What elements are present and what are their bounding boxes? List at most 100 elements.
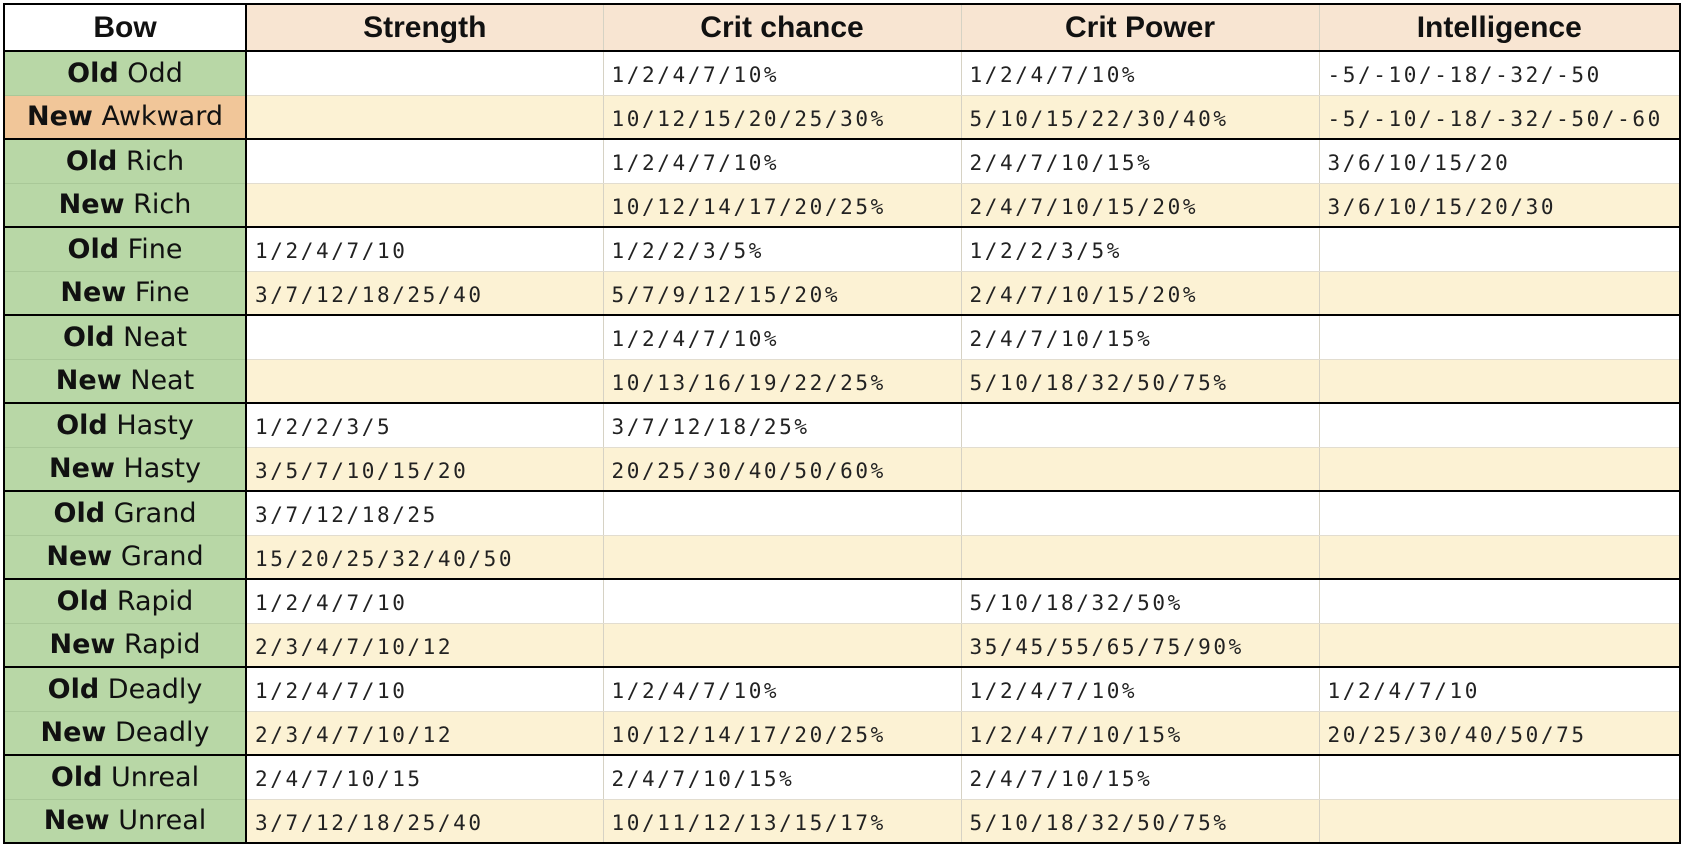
intelligence-cell[interactable] [1318,446,1681,492]
crit-chance-cell[interactable] [602,578,962,624]
crit-chance-cell[interactable]: 1/2/4/7/10% [602,314,962,360]
header-intelligence[interactable]: Intelligence [1318,3,1681,52]
strength-cell[interactable]: 15/20/25/32/40/50 [245,534,604,580]
bow-name-cell[interactable]: Old Neat [3,314,247,360]
crit-chance-cell[interactable]: 5/7/9/12/15/20% [602,270,962,316]
bow-name-cell[interactable]: New Hasty [3,446,247,492]
crit-power-cell[interactable]: 2/4/7/10/15/20% [960,182,1320,228]
crit-chance-cell[interactable]: 2/4/7/10/15% [602,754,962,800]
intelligence-cell[interactable] [1318,622,1681,668]
bow-name-cell[interactable]: New Grand [3,534,247,580]
strength-cell[interactable]: 3/5/7/10/15/20 [245,446,604,492]
crit-power-cell[interactable]: 2/4/7/10/15% [960,754,1320,800]
bow-name-cell[interactable]: New Deadly [3,710,247,756]
strength-cell[interactable]: 2/3/4/7/10/12 [245,710,604,756]
crit-power-cell[interactable]: 1/2/2/3/5% [960,226,1320,272]
intelligence-cell[interactable]: 1/2/4/7/10 [1318,666,1681,712]
bow-name-cell[interactable]: New Rapid [3,622,247,668]
intelligence-cell[interactable] [1318,270,1681,316]
intelligence-cell[interactable] [1318,534,1681,580]
crit-chance-cell[interactable]: 1/2/4/7/10% [602,138,962,184]
intelligence-cell[interactable]: 3/6/10/15/20 [1318,138,1681,184]
crit-chance-cell[interactable]: 10/12/14/17/20/25% [602,710,962,756]
strength-cell[interactable]: 1/2/4/7/10 [245,666,604,712]
strength-cell[interactable]: 1/2/4/7/10 [245,226,604,272]
table-row: New Hasty 3/5/7/10/15/20 20/25/30/40/50/60… [3,446,1681,492]
bow-name-cell[interactable]: Old Fine [3,226,247,272]
crit-power-cell[interactable]: 2/4/7/10/15% [960,138,1320,184]
intelligence-cell[interactable] [1318,226,1681,272]
header-crit-power[interactable]: Crit Power [960,3,1320,52]
intelligence-cell[interactable] [1318,490,1681,536]
crit-chance-cell[interactable]: 10/12/14/17/20/25% [602,182,962,228]
strength-cell[interactable]: 1/2/2/3/5 [245,402,604,448]
crit-power-cell[interactable]: 5/10/18/32/50/75% [960,798,1320,844]
crit-power-cell[interactable]: 1/2/4/7/10% [960,666,1320,712]
bow-name-cell[interactable]: New Fine [3,270,247,316]
crit-chance-cell[interactable]: 20/25/30/40/50/60% [602,446,962,492]
version-tag: New [55,365,122,397]
crit-chance-cell[interactable] [602,622,962,668]
bow-name-cell[interactable]: Old Grand [3,490,247,536]
intelligence-cell[interactable] [1318,754,1681,800]
strength-cell[interactable] [245,314,604,360]
bow-name-cell[interactable]: Old Odd [3,50,247,96]
bow-name-cell[interactable]: Old Rapid [3,578,247,624]
crit-power-cell[interactable]: 2/4/7/10/15% [960,314,1320,360]
crit-power-cell[interactable]: 2/4/7/10/15/20% [960,270,1320,316]
intelligence-cell[interactable]: -5/-10/-18/-32/-50 [1318,50,1681,96]
intelligence-cell[interactable]: 3/6/10/15/20/30 [1318,182,1681,228]
strength-cell[interactable]: 3/7/12/18/25 [245,490,604,536]
strength-cell[interactable]: 2/4/7/10/15 [245,754,604,800]
crit-power-cell[interactable]: 5/10/18/32/50/75% [960,358,1320,404]
crit-power-cell[interactable]: 5/10/15/22/30/40% [960,94,1320,140]
strength-cell[interactable]: 3/7/12/18/25/40 [245,798,604,844]
intelligence-cell[interactable]: -5/-10/-18/-32/-50/-60 [1318,94,1681,140]
intelligence-cell[interactable] [1318,798,1681,844]
crit-power-cell[interactable]: 5/10/18/32/50% [960,578,1320,624]
header-crit-chance[interactable]: Crit chance [602,3,962,52]
crit-power-cell[interactable]: 1/2/4/7/10% [960,50,1320,96]
crit-power-cell[interactable]: 35/45/55/65/75/90% [960,622,1320,668]
strength-cell[interactable] [245,182,604,228]
intelligence-cell[interactable] [1318,402,1681,448]
intelligence-cell[interactable] [1318,314,1681,360]
crit-power-cell[interactable] [960,446,1320,492]
crit-chance-cell[interactable]: 1/2/4/7/10% [602,666,962,712]
strength-cell[interactable] [245,94,604,140]
crit-chance-cell[interactable]: 10/13/16/19/22/25% [602,358,962,404]
bow-name-cell[interactable]: New Unreal [3,798,247,844]
bow-name-cell[interactable]: New Neat [3,358,247,404]
crit-chance-cell[interactable]: 3/7/12/18/25% [602,402,962,448]
strength-cell[interactable] [245,358,604,404]
bow-name-cell[interactable]: Old Unreal [3,754,247,800]
bow-name-cell[interactable]: New Awkward [3,94,247,140]
bow-name-cell[interactable]: Old Rich [3,138,247,184]
strength-cell[interactable]: 1/2/4/7/10 [245,578,604,624]
bow-name-cell[interactable]: Old Hasty [3,402,247,448]
crit-chance-cell[interactable]: 10/11/12/13/15/17% [602,798,962,844]
strength-cell[interactable]: 2/3/4/7/10/12 [245,622,604,668]
bow-name-cell[interactable]: New Rich [3,182,247,228]
strength-cell[interactable] [245,138,604,184]
crit-chance-cell[interactable]: 10/12/15/20/25/30% [602,94,962,140]
crit-chance-cell[interactable] [602,534,962,580]
header-strength[interactable]: Strength [245,3,604,52]
intelligence-cell[interactable] [1318,358,1681,404]
version-tag: New [58,189,125,221]
strength-cell[interactable]: 3/7/12/18/25/40 [245,270,604,316]
crit-power-cell[interactable]: 1/2/4/7/10/15% [960,710,1320,756]
bow-name-cell[interactable]: Old Deadly [3,666,247,712]
crit-power-cell[interactable] [960,534,1320,580]
crit-chance-cell[interactable]: 1/2/4/7/10% [602,50,962,96]
bow-name: Fine [127,233,183,265]
intelligence-cell[interactable]: 20/25/30/40/50/75 [1318,710,1681,756]
strength-cell[interactable] [245,50,604,96]
crit-chance-cell[interactable] [602,490,962,536]
intelligence-cell[interactable] [1318,578,1681,624]
crit-chance-cell[interactable]: 1/2/2/3/5% [602,226,962,272]
crit-power-cell[interactable] [960,490,1320,536]
header-bow[interactable]: Bow [3,3,247,52]
crit-power-cell[interactable] [960,402,1320,448]
table-row: New Rich 10/12/14/17/20/25% 2/4/7/10/15/20… [3,182,1681,228]
